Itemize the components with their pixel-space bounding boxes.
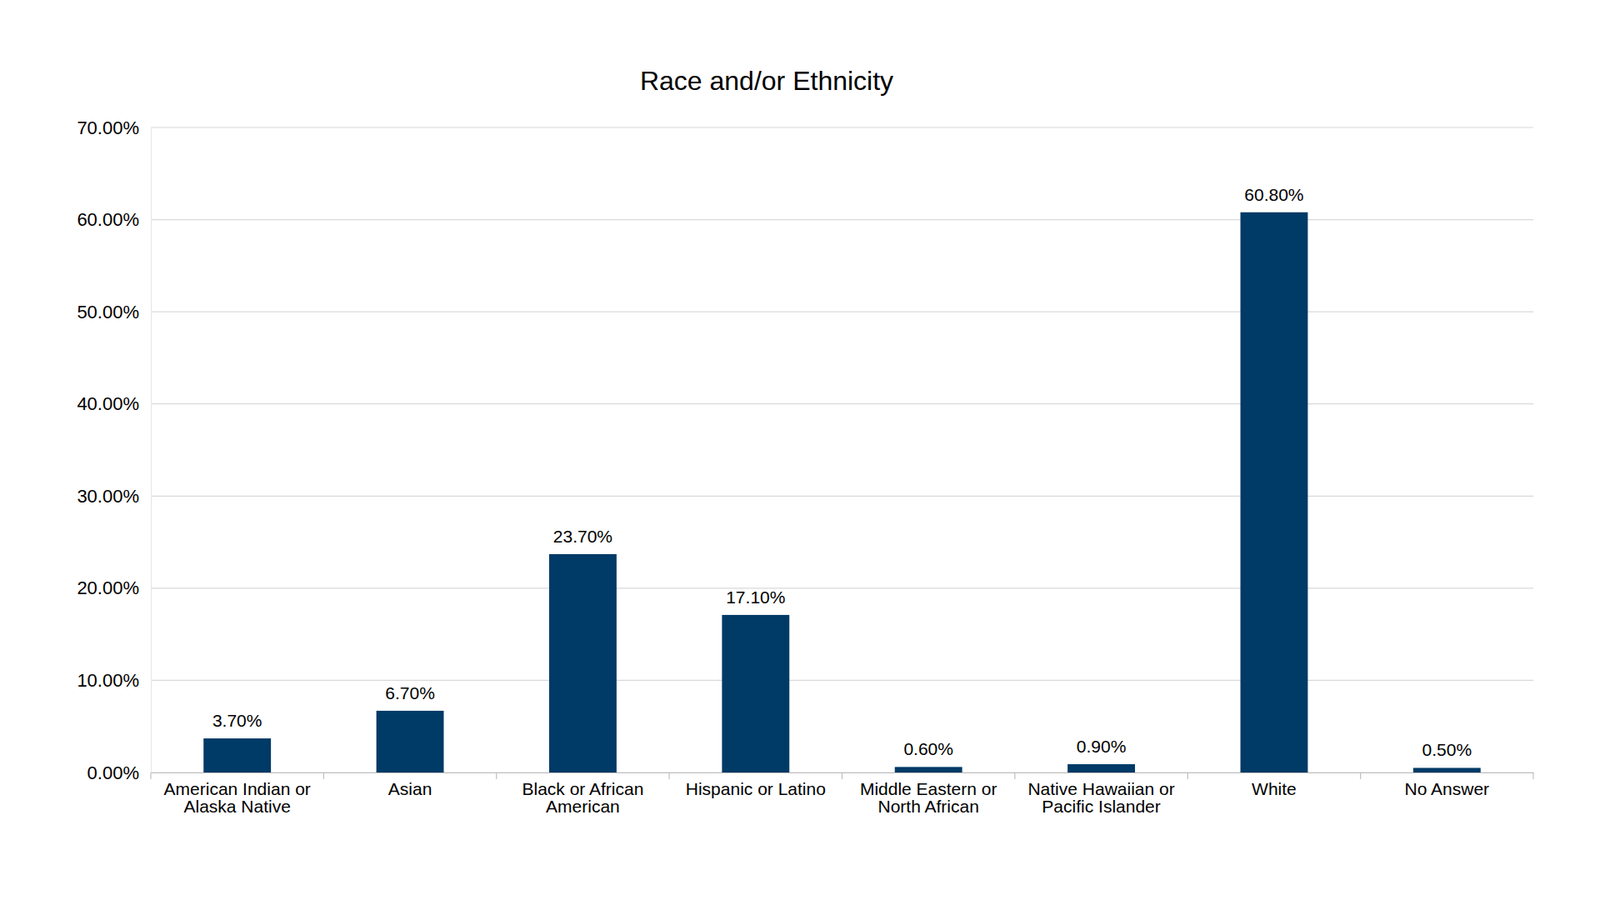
data-labels: 3.70% 6.70% 23.70% 17.10% 0.60% 0.90% 60.80% 0.…	[212, 185, 1472, 760]
data-label: 23.70%	[553, 526, 613, 546]
x-tick: White	[1251, 772, 1297, 799]
chart: Race and/or Ethnicity 0.00% 10.00% 20.00% 30…	[0, 0, 1600, 900]
y-tick-label: 10.00%	[76, 670, 140, 691]
y-axis: 0.00% 10.00% 20.00% 30.00% 40.00% 50.00% 60.00…	[76, 117, 151, 784]
y-tick-label: 0.00%	[87, 762, 140, 784]
bars	[203, 212, 1481, 773]
bar	[203, 738, 271, 773]
y-tick: 30.00%	[76, 485, 151, 507]
x-tick-label: American Indian orAlaska Native	[164, 779, 311, 816]
x-tick-label: White	[1251, 779, 1297, 799]
grid-line	[150, 126, 1534, 128]
grid-line	[150, 403, 1534, 405]
grid	[150, 127, 1534, 773]
data-label: 6.70%	[385, 683, 435, 703]
x-tick-label: Asian	[388, 779, 433, 799]
y-tick: 20.00%	[76, 577, 151, 599]
y-tick: 60.00%	[76, 209, 151, 230]
grid-line	[150, 311, 1534, 313]
y-tick-label: 70.00%	[76, 117, 140, 139]
x-separator	[495, 772, 497, 780]
x-separator	[150, 772, 151, 780]
grid-line	[150, 219, 1534, 220]
data-label: 17.10%	[725, 587, 785, 607]
y-tick: 10.00%	[76, 670, 151, 691]
data-label: 0.60%	[903, 739, 954, 759]
x-tick: Black or AfricanAmerican	[521, 772, 644, 816]
x-tick-label: Middle Eastern orNorth African	[860, 779, 998, 816]
data-label: 0.50%	[1422, 740, 1473, 760]
x-tick-label: Hispanic or Latino	[685, 779, 826, 799]
y-tick-label: 40.00%	[76, 393, 140, 415]
x-tick: Native Hawaiian orPacific Islander	[1027, 772, 1175, 816]
data-label: 0.90%	[1076, 736, 1127, 756]
x-tick: Middle Eastern orNorth African	[860, 772, 998, 816]
y-tick-label: 30.00%	[76, 485, 140, 507]
y-tick-label: 20.00%	[76, 577, 140, 599]
bar	[376, 710, 445, 773]
x-tick: Hispanic or Latino	[685, 772, 826, 799]
y-tick: 40.00%	[76, 393, 151, 415]
grid-line	[150, 495, 1534, 497]
x-tick-label: No Answer	[1405, 779, 1490, 799]
x-axis: American Indian orAlaska Native Asian Blac…	[150, 772, 1535, 816]
y-tick-label: 60.00%	[76, 209, 140, 230]
data-label: 3.70%	[212, 710, 263, 730]
data-label: 60.80%	[1244, 185, 1304, 205]
x-separator	[1360, 772, 1361, 780]
bar	[895, 766, 963, 773]
x-tick: No Answer	[1405, 772, 1490, 799]
bar	[1413, 767, 1481, 773]
bar	[549, 554, 617, 773]
x-tick: Asian	[388, 772, 433, 799]
title: Race and/or Ethnicity	[640, 65, 894, 96]
bar	[1240, 212, 1308, 773]
x-separator	[1532, 772, 1534, 780]
x-tick-label: Black or AfricanAmerican	[521, 779, 644, 816]
grid-line	[150, 587, 1534, 589]
bar	[721, 615, 790, 773]
plot: 0.00% 10.00% 20.00% 30.00% 40.00% 50.00% 60.00…	[76, 117, 1534, 816]
x-separators	[150, 772, 1534, 780]
x-separator	[1187, 772, 1189, 780]
y-tick: 50.00%	[76, 301, 151, 323]
x-tick: American Indian orAlaska Native	[164, 772, 311, 816]
y-tick-label: 50.00%	[76, 301, 140, 323]
x-separator	[669, 772, 670, 780]
x-separator	[841, 772, 843, 780]
bar	[1067, 764, 1135, 773]
y-axis-line	[150, 128, 152, 774]
x-separator	[323, 772, 325, 780]
grid-line	[150, 680, 1534, 681]
x-separator	[1014, 772, 1015, 780]
y-tick: 70.00%	[76, 117, 151, 139]
y-tick: 0.00%	[87, 762, 151, 784]
x-tick-label: Native Hawaiian orPacific Islander	[1027, 779, 1175, 816]
